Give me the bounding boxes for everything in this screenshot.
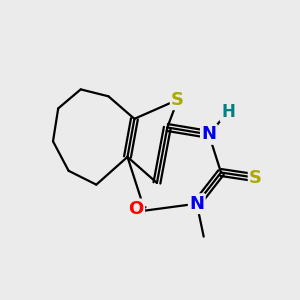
Text: N: N xyxy=(189,195,204,213)
Text: S: S xyxy=(249,169,262,187)
Text: N: N xyxy=(201,125,216,143)
Text: S: S xyxy=(171,91,184,109)
Text: H: H xyxy=(221,103,235,121)
Text: O: O xyxy=(128,200,144,218)
